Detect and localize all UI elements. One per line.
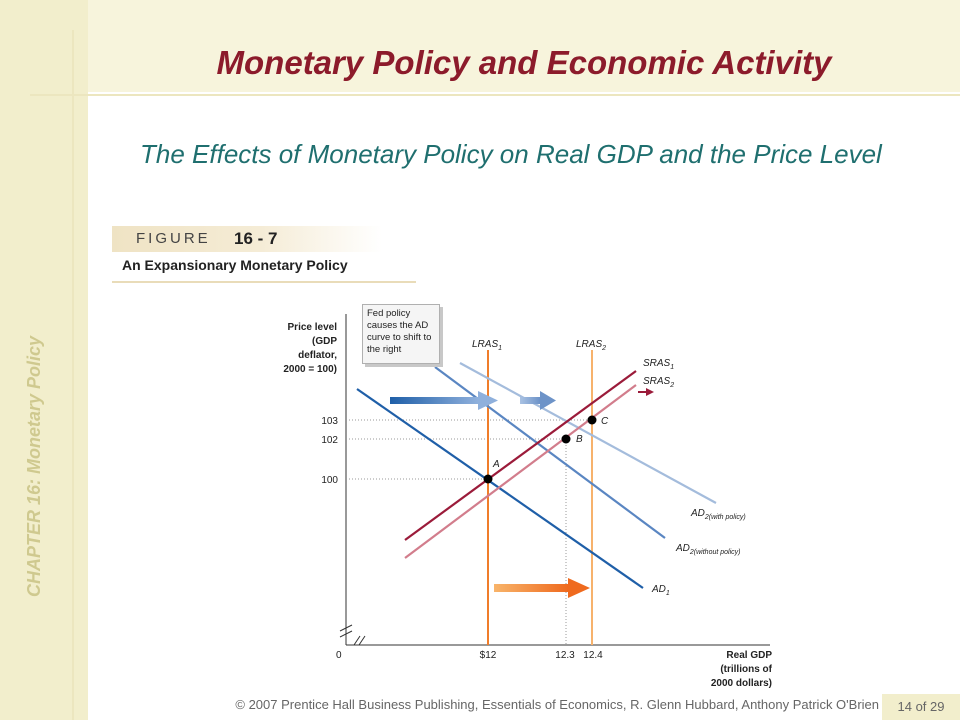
figure-label: FIGURE [136,230,211,247]
y-tick-labels: 103 102 100 [321,416,338,486]
sras-shift-arrow [638,388,654,396]
point-c-label: C [601,416,609,427]
figure-rule [112,281,416,283]
slide-title: Monetary Policy and Economic Activity [216,44,832,81]
point-a-label: A [492,459,500,470]
svg-text:100: 100 [321,475,338,486]
sras1-label: SRAS1 [643,358,674,371]
svg-text:2000 dollars): 2000 dollars) [711,678,772,689]
footer-copyright: © 2007 Prentice Hall Business Publishing… [235,697,879,712]
axis-break-icon [339,624,366,646]
sras2-label: SRAS2 [643,376,674,389]
point-c-marker [587,415,597,425]
sras2-line [404,384,637,559]
svg-text:12.3: 12.3 [555,650,575,661]
svg-text:2000 = 100): 2000 = 100) [283,364,337,375]
lras1-label: LRAS1 [472,339,502,352]
ad2-without-policy-label: AD2(without policy) [675,543,740,556]
svg-text:$12: $12 [480,650,497,661]
svg-text:Real GDP: Real GDP [726,650,772,661]
y-axis-label: Price level (GDP deflator, 2000 = 100) [283,322,337,375]
figure-caption: An Expansionary Monetary Policy [122,257,348,273]
svg-text:(trillions of: (trillions of [720,664,772,675]
point-b-label: B [576,434,583,445]
ad2-with-policy-label: AD2(with policy) [690,508,746,521]
ad-shift-arrow-1 [390,391,498,410]
ad2-with-policy-line [459,362,717,504]
title-band [88,0,960,92]
figure-label-band [112,226,382,252]
slide-subtitle: The Effects of Monetary Policy on Real G… [140,139,882,169]
lras-shift-arrow [494,578,590,598]
x-axis-label: Real GDP (trillions of 2000 dollars) [711,650,773,689]
ad1-line [356,388,644,589]
ad1-label: AD1 [651,584,670,597]
guide-lines [346,419,592,645]
ad-shift-arrow-2 [520,391,556,410]
callout-box: Fed policy causes the AD curve to shift … [362,304,440,364]
svg-text:12.4: 12.4 [583,650,603,661]
lras2-label: LRAS2 [576,339,606,352]
ad2-without-policy-line [434,366,666,539]
decor-vertical-rule [72,30,74,720]
origin-label: 0 [336,650,342,661]
sras1-line [404,370,637,541]
svg-text:103: 103 [321,416,338,427]
decor-horizontal-rule [30,94,960,96]
figure-number: 16 - 7 [234,229,278,248]
x-tick-labels: $12 12.3 12.4 [480,650,604,661]
svg-text:(GDP: (GDP [312,336,337,347]
point-b-marker [561,434,571,444]
svg-text:Price level: Price level [288,322,338,333]
point-a-marker [483,474,493,484]
svg-text:deflator,: deflator, [298,350,337,361]
page-number: 14 of 29 [882,694,960,720]
svg-text:102: 102 [321,435,338,446]
